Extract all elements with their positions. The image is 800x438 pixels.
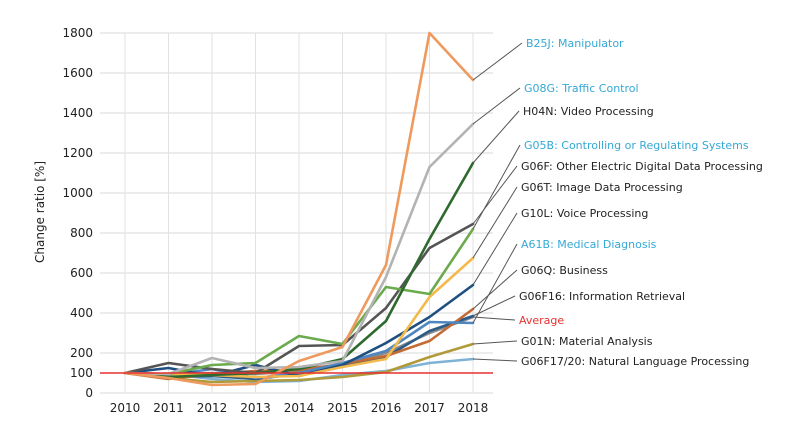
y-axis-ticks: 0 200 400 600 800 1000 1200 1400 1600 1800	[62, 26, 93, 400]
series-label: G06F16: Information Retrieval	[519, 290, 685, 303]
leader-line	[472, 212, 518, 286]
x-tick-label: 2016	[371, 401, 402, 415]
leader-line	[472, 87, 521, 125]
x-tick-label: 2013	[240, 401, 271, 415]
leader-line	[472, 144, 521, 230]
x-tick-label: 2014	[284, 401, 315, 415]
series-label: H04N: Video Processing	[523, 105, 654, 118]
leader-line	[472, 340, 518, 345]
series-label: G06T: Image Data Processing	[521, 181, 683, 194]
series-line	[123, 31, 475, 387]
y-tick-label: 1600	[62, 66, 93, 80]
x-tick-label: 2015	[327, 401, 358, 415]
x-tick-label: 2010	[110, 401, 141, 415]
series-label: G10L: Voice Processing	[521, 207, 648, 220]
series-label: G06F: Other Electric Digital Data Proces…	[521, 160, 763, 173]
series-labels: B25J: Manipulator G08G: Traffic Control H0…	[519, 37, 763, 368]
y-tick-label: 800	[70, 226, 93, 240]
leader-line	[472, 243, 518, 324]
y-tick-label: 1400	[62, 106, 93, 120]
y-tick-label: 600	[70, 266, 93, 280]
x-tick-label: 2012	[197, 401, 228, 415]
leader-line	[472, 316, 516, 321]
y-tick-label: 1200	[62, 146, 93, 160]
series-label: G08G: Traffic Control	[524, 82, 639, 95]
leader-line	[472, 186, 518, 259]
series-line	[123, 227, 475, 376]
series-label: G05B: Controlling or Regulating Systems	[524, 139, 749, 152]
series-label: Average	[519, 314, 564, 327]
y-tick-label: 1800	[62, 26, 93, 40]
leader-line	[472, 295, 516, 317]
gridlines	[100, 32, 493, 394]
leader-line	[472, 110, 520, 164]
series-label: B25J: Manipulator	[526, 37, 624, 50]
label-leader-lines	[472, 42, 523, 362]
x-tick-label: 2018	[458, 401, 489, 415]
leader-line	[472, 42, 523, 81]
y-axis-label: Change ratio [%]	[33, 161, 47, 263]
series-line	[123, 256, 475, 379]
leader-line	[472, 165, 518, 225]
y-tick-label: 400	[70, 306, 93, 320]
x-tick-label: 2017	[414, 401, 445, 415]
series-label: G06Q: Business	[521, 264, 608, 277]
series-label: G01N: Material Analysis	[521, 335, 653, 348]
reference-line-group: 100	[70, 366, 493, 380]
series-label: A61B: Medical Diagnosis	[521, 238, 657, 251]
series-line	[123, 161, 475, 379]
leader-line	[472, 269, 518, 310]
reference-line-label: 100	[70, 366, 93, 380]
series-line	[123, 122, 475, 376]
y-tick-label: 1000	[62, 186, 93, 200]
leader-line	[472, 358, 518, 362]
x-axis-ticks: 2010 2011 2012 2013 2014 2015 2016 2017 2018	[110, 401, 489, 415]
x-tick-label: 2011	[153, 401, 184, 415]
y-tick-label: 0	[85, 386, 93, 400]
series-label: G06F17/20: Natural Language Processing	[521, 355, 749, 368]
y-tick-label: 200	[70, 346, 93, 360]
